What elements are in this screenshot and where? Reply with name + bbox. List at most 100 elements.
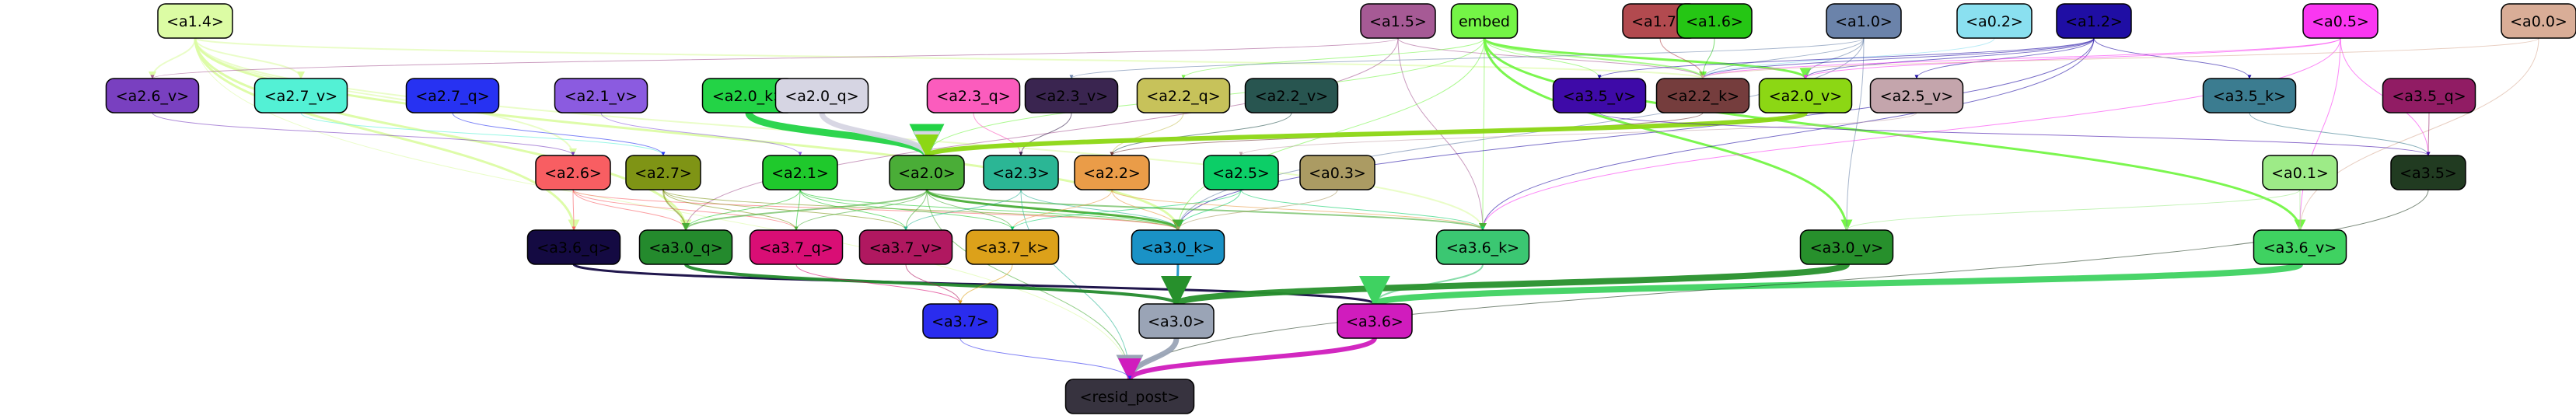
node-box — [1337, 303, 1413, 339]
edge-a2.5-to-a3.0_k — [1176, 189, 1242, 231]
node-a3-7-v[interactable]: <a3.7_v> — [858, 229, 953, 265]
node-label: <a3.6_q> — [537, 239, 610, 257]
node-box — [983, 155, 1059, 190]
edge-a2.0_v-to-a2.0 — [916, 110, 1808, 158]
node-a2-6-v[interactable]: <a2.6_v> — [105, 78, 200, 113]
node-a2-0-k[interactable]: <a2.0_k> — [701, 78, 796, 113]
node-a3-6-v[interactable]: <a3.6_v> — [2253, 229, 2347, 265]
edge-a2.6-to-a3.0_q — [572, 189, 688, 231]
node-a2-5-v[interactable]: <a2.5_v> — [1869, 78, 1964, 113]
edge-a0.3-to-a3.0_k — [1176, 189, 1338, 231]
node-a3-6[interactable]: <a3.6> — [1337, 303, 1413, 339]
node-label: <a2.2_v> — [1255, 88, 1328, 105]
node-box — [762, 155, 838, 190]
node-a2-0-q[interactable]: <a2.0_q> — [774, 78, 869, 113]
node-label: <a2.5> — [1212, 165, 1270, 182]
node-box — [1360, 3, 1436, 39]
node-label: <a3.7_v> — [869, 239, 942, 257]
node-a2-2-k[interactable]: <a2.2_k> — [1655, 78, 1750, 113]
node-a3-7[interactable]: <a3.7> — [922, 303, 998, 339]
node-a3-6-q[interactable]: <a3.6_q> — [526, 229, 621, 265]
node-a2-0[interactable]: <a2.0> — [889, 155, 965, 190]
node-a0-5[interactable]: <a0.5> — [2302, 3, 2379, 39]
node-a2-7-v[interactable]: <a2.7_v> — [253, 78, 348, 113]
edge-a1.2-to-a3.5_v — [1597, 37, 2095, 79]
node-a0-3[interactable]: <a0.3> — [1299, 155, 1375, 190]
node-a2-2-q[interactable]: <a2.2_q> — [1136, 78, 1231, 113]
node-a0-2[interactable]: <a0.2> — [1956, 3, 2032, 39]
node-a3-5[interactable]: <a3.5> — [2390, 155, 2466, 190]
node-label: <a2.3> — [992, 165, 1050, 182]
node-a2-5[interactable]: <a2.5> — [1203, 155, 1279, 190]
node-a2-3-v[interactable]: <a2.3_v> — [1024, 78, 1119, 113]
edge-a2.3_v-to-a2.3 — [1019, 112, 1072, 156]
edge-a2.2_v-to-a2.2 — [1110, 112, 1292, 156]
node-a0-0[interactable]: <a0.0> — [2501, 3, 2576, 39]
edge-a2.0-to-a3.0_k — [925, 189, 1184, 232]
node-a3-0-k[interactable]: <a3.0_k> — [1131, 229, 1225, 265]
node-a0-1[interactable]: <a0.1> — [2262, 155, 2338, 190]
node-a2-7-q[interactable]: <a2.7_q> — [405, 78, 500, 113]
node-resid-post[interactable]: <resid_post> — [1064, 379, 1195, 414]
edge-a1.5-to-a3.0_q — [683, 37, 1399, 231]
node-label: <a1.6> — [1686, 13, 1743, 30]
node-box — [2262, 155, 2338, 190]
edge-a2.2-to-a3.0_k — [1111, 189, 1180, 231]
node-box — [253, 78, 348, 113]
node-embed[interactable]: embed — [1450, 3, 1519, 39]
node-a3-5-v[interactable]: <a3.5_v> — [1552, 78, 1647, 113]
node-label: <a0.5> — [2312, 13, 2369, 30]
node-box — [1244, 78, 1339, 113]
node-a1-4[interactable]: <a1.4> — [157, 3, 233, 39]
edge-a1.0-to-a2.0_v — [1803, 37, 1865, 79]
node-a2-0-v[interactable]: <a2.0_v> — [1758, 78, 1853, 113]
node-box — [965, 229, 1060, 265]
node-a2-3[interactable]: <a2.3> — [983, 155, 1059, 190]
node-label: <a3.0_q> — [648, 239, 722, 257]
node-a3-7-k[interactable]: <a3.7_k> — [965, 229, 1060, 265]
edge-a1.0-to-a3.0_v — [1844, 37, 1865, 231]
node-a2-1[interactable]: <a2.1> — [762, 155, 838, 190]
node-box — [1676, 3, 1753, 39]
node-label: <a3.6_k> — [1446, 239, 1519, 257]
node-a3-6-k[interactable]: <a3.6_k> — [1435, 229, 1530, 265]
node-a3-0-q[interactable]: <a3.0_q> — [638, 229, 733, 265]
edge-a1.4-to-a2.2_k — [194, 37, 1707, 79]
node-label: <a3.5_q> — [2392, 88, 2466, 105]
node-label: <a1.7> — [1631, 13, 1689, 30]
edge-a2.5-to-a3.6_k — [1240, 189, 1485, 231]
node-box — [2302, 3, 2379, 39]
node-a3-7-q[interactable]: <a3.7_q> — [749, 229, 844, 265]
node-layer: <a1.4> <a1.5> embed <a1.7><a1.6> <a1.0> <a0.2… — [105, 3, 2576, 414]
edge-layer — [149, 37, 2539, 382]
node-label: <a2.2_q> — [1146, 88, 1220, 105]
edge-a0.5-to-a2.0_v — [1803, 37, 2341, 79]
node-box — [1552, 78, 1647, 113]
edge-a2.0-to-a3.7_q — [794, 189, 928, 231]
node-label: <a2.5_v> — [1880, 88, 1953, 105]
node-a2-3-q[interactable]: <a2.3_q> — [926, 78, 1021, 113]
node-a1-6[interactable]: <a1.6> — [1676, 3, 1753, 39]
node-a1-0[interactable]: <a1.0> — [1826, 3, 1902, 39]
edge-a1.2-to-a2.5_v — [1914, 37, 2095, 79]
node-a1-5[interactable]: <a1.5> — [1360, 3, 1436, 39]
node-a2-1-v[interactable]: <a2.1_v> — [554, 78, 648, 113]
node-label: <a3.0> — [1148, 313, 1205, 330]
node-a2-6[interactable]: <a2.6> — [535, 155, 611, 190]
edge-a1.4-to-resid_post — [194, 37, 1132, 380]
node-a3-0-v[interactable]: <a3.0_v> — [1799, 229, 1894, 265]
node-label: <a2.0> — [898, 165, 956, 182]
node-a3-0[interactable]: <a3.0> — [1138, 303, 1215, 339]
node-label: <a2.0_q> — [785, 88, 858, 105]
node-label: <a3.6_v> — [2263, 239, 2337, 257]
node-a3-5-q[interactable]: <a3.5_q> — [2382, 78, 2476, 113]
node-a2-7[interactable]: <a2.7> — [625, 155, 701, 190]
node-label: <a3.7> — [931, 313, 989, 330]
node-label: <a3.0_k> — [1141, 239, 1215, 257]
node-a2-2[interactable]: <a2.2> — [1074, 155, 1150, 190]
node-a2-2-v[interactable]: <a2.2_v> — [1244, 78, 1339, 113]
node-a1-2[interactable]: <a1.2> — [2056, 3, 2132, 39]
node-box — [625, 155, 701, 190]
edge-a3.7_q-to-a3.7 — [795, 264, 963, 305]
node-a3-5-k[interactable]: <a3.5_k> — [2202, 78, 2297, 113]
